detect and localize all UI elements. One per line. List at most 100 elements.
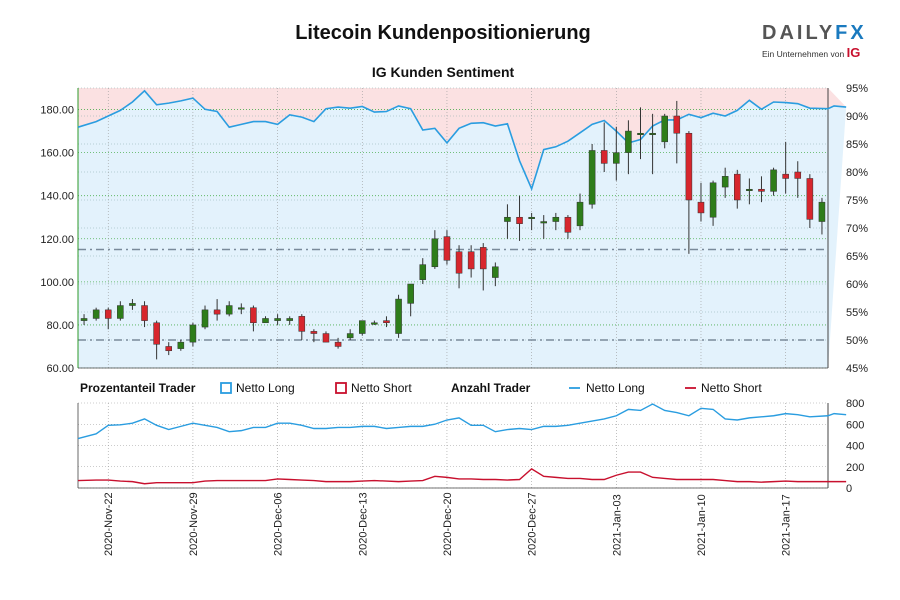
candle-body (165, 346, 173, 352)
candle-body (649, 132, 656, 135)
count-short-line (77, 468, 847, 485)
price-tick-label: 140.00 (40, 191, 74, 203)
candle-body (117, 305, 124, 319)
candle-body (92, 309, 100, 319)
price-tick-label: 80.00 (46, 320, 74, 332)
date-tick-label: 2020-Dec-06 (273, 492, 285, 556)
candle-body (794, 171, 802, 179)
legend-pct-long-swatch (220, 382, 232, 394)
price-tick-label: 160.00 (40, 148, 74, 160)
candle-body (407, 283, 414, 304)
candle-body (758, 188, 765, 192)
candle-body (310, 331, 318, 334)
count-tick-label: 0 (846, 483, 852, 495)
candle-body (697, 201, 705, 214)
candle-body (225, 305, 233, 315)
short-sentiment-area (78, 88, 847, 189)
date-tick-label: 2020-Dec-27 (527, 492, 539, 556)
candle-body (334, 341, 342, 347)
candle-body (189, 324, 197, 343)
candle-body (153, 322, 160, 345)
price-tick-label: 180.00 (40, 105, 74, 117)
candle-body (600, 150, 608, 164)
pct-tick-label: 80% (846, 167, 868, 179)
pct-tick-label: 75% (846, 195, 868, 207)
candle-body (455, 251, 463, 274)
price-tick-label: 60.00 (46, 363, 74, 375)
pct-tick-label: 60% (846, 279, 868, 291)
pct-tick-label: 50% (846, 335, 868, 347)
price-tick-label: 120.00 (40, 234, 74, 246)
candle-body (238, 307, 245, 310)
chart-subtitle: IG Kunden Sentiment (371, 64, 515, 80)
count-tick-label: 600 (846, 419, 864, 431)
candle-body (298, 316, 306, 332)
candle-body (177, 341, 185, 349)
candle-body (721, 176, 729, 188)
legend-pct-title: Prozentanteil Trader (80, 381, 196, 395)
count-tick-label: 800 (846, 398, 864, 410)
price-tick-label: 100.00 (40, 277, 74, 289)
candle-body (685, 132, 693, 201)
candle-body (625, 130, 632, 153)
legend-count-long-label: Netto Long (586, 381, 645, 395)
pct-tick-label: 85% (846, 139, 868, 151)
candle-body (637, 132, 644, 135)
candle-body (528, 216, 535, 219)
candle-body (782, 173, 789, 179)
date-tick-label: 2021-Jan-10 (696, 494, 708, 556)
pct-tick-label: 90% (846, 111, 868, 123)
count-tick-label: 400 (846, 441, 864, 453)
date-tick-label: 2020-Nov-22 (103, 492, 115, 556)
long-sentiment-line (77, 89, 847, 192)
candle-body (746, 188, 753, 191)
candle-body (492, 266, 499, 278)
candle-body (286, 318, 293, 321)
date-tick-label: 2020-Nov-29 (188, 492, 200, 556)
candle-body (322, 333, 330, 343)
legend-count-title: Anzahl Trader (451, 381, 531, 395)
candle-body (141, 305, 148, 321)
legend-pct-short-swatch (335, 382, 347, 394)
candle-body (576, 201, 584, 227)
legend-pct-short-label: Netto Short (351, 381, 412, 395)
pct-tick-label: 65% (846, 251, 868, 263)
candle-body (262, 318, 269, 324)
candle-body (588, 150, 596, 205)
pct-tick-label: 95% (846, 83, 868, 95)
candle-body (564, 216, 572, 233)
candle-body (213, 309, 221, 315)
pct-tick-label: 45% (846, 363, 868, 375)
long-sentiment-area (78, 90, 847, 369)
count-long-line (77, 403, 847, 440)
candle-body (540, 221, 547, 224)
candle-body (818, 201, 826, 222)
legend-pct-long-label: Netto Long (236, 381, 295, 395)
candle-body (80, 318, 88, 321)
date-tick-label: 2021-Jan-03 (611, 494, 623, 556)
candle-body (661, 115, 668, 143)
candle-body (516, 216, 523, 224)
pct-tick-label: 55% (846, 307, 868, 319)
candle-body (431, 238, 439, 268)
candle-body (250, 307, 257, 324)
logo-tagline: Ein Unternehmen von IG (762, 45, 861, 60)
candle-body (129, 303, 136, 306)
candle-body (371, 322, 378, 325)
candle-body (613, 152, 620, 164)
candle-body (770, 169, 777, 192)
candle-body (395, 298, 402, 334)
candle-body (419, 264, 427, 280)
pct-tick-label: 70% (846, 223, 868, 235)
candle-body (274, 318, 281, 321)
candle-body (504, 216, 511, 222)
candle-body (443, 236, 451, 261)
candle-body (346, 333, 354, 339)
chart-title: Litecoin Kundenpositionierung (295, 22, 591, 44)
candle-body (467, 251, 475, 270)
legend-count-short-label: Netto Short (701, 381, 762, 395)
candle-body (104, 309, 112, 319)
candle-body (359, 320, 366, 334)
